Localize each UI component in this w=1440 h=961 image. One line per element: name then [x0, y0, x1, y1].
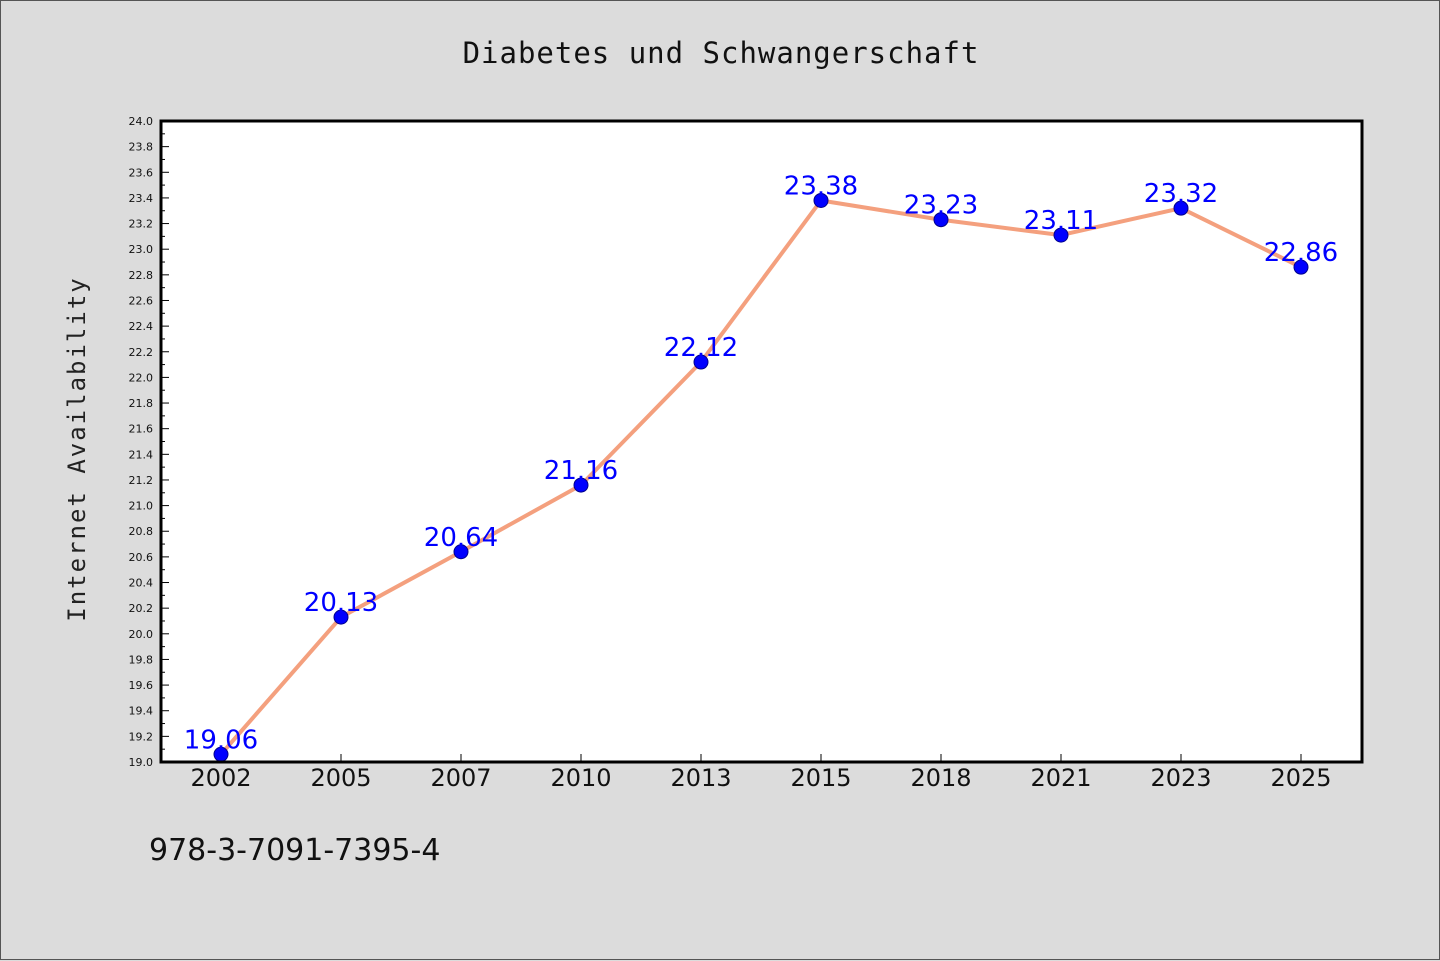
- plot-area: [161, 121, 1362, 762]
- x-tick-label: 2023: [1150, 764, 1211, 792]
- y-tick-label: 23.6: [129, 166, 154, 179]
- y-tick-label: 21.2: [129, 474, 154, 487]
- y-tick-label: 20.2: [129, 602, 154, 615]
- data-label: 23.23: [904, 191, 978, 221]
- y-tick-label: 20.8: [129, 525, 154, 538]
- data-label: 19.06: [184, 725, 258, 755]
- data-label: 22.12: [664, 333, 738, 363]
- series-line-group: [219, 198, 1303, 757]
- data-point-marker: [333, 609, 349, 625]
- y-tick-label: 19.2: [129, 730, 154, 743]
- x-tick-label: 2018: [910, 764, 971, 792]
- data-label: 20.64: [424, 523, 498, 553]
- y-tick-label: 20.4: [129, 577, 154, 590]
- y-axis: 19.0 19.2 19.4 19.6 19.8 20.0 20.2 20.4 20.6 20.8…: [129, 115, 169, 769]
- data-label: 23.38: [784, 171, 858, 201]
- y-tick-label: 22.2: [129, 346, 154, 359]
- x-tick-label: 2013: [670, 764, 731, 792]
- data-label: 21.16: [544, 456, 618, 486]
- y-tick-label: 19.8: [129, 653, 154, 666]
- x-axis: 2002 2005 2007 2010 2013 2015 2018 2021 2023 2025: [190, 754, 1332, 792]
- x-tick-label: 2010: [550, 764, 611, 792]
- y-tick-label: 22.0: [129, 371, 154, 384]
- y-tick-label: 22.6: [129, 294, 154, 307]
- data-point-marker: [693, 354, 709, 370]
- y-tick-label: 24.0: [129, 115, 154, 128]
- data-point-marker: [1173, 200, 1189, 216]
- data-point-marker: [813, 192, 829, 208]
- y-tick-label: 22.4: [129, 320, 154, 333]
- data-label: 22.86: [1264, 238, 1338, 268]
- y-tick-label: 21.6: [129, 423, 154, 436]
- y-tick-label: 22.8: [129, 269, 154, 282]
- y-tick-label: 19.6: [129, 679, 154, 692]
- data-point-marker: [933, 212, 949, 228]
- x-tick-label: 2007: [430, 764, 491, 792]
- y-tick-label: 23.2: [129, 218, 154, 231]
- data-label: 23.32: [1144, 179, 1218, 209]
- chart-title: Diabetes und Schwangerschaft: [463, 36, 980, 70]
- data-label: 20.13: [304, 588, 378, 618]
- y-tick-label: 23.0: [129, 243, 154, 256]
- plot-frame: [159, 119, 1364, 764]
- isbn-text: 978-3-7091-7395-4: [149, 833, 441, 868]
- y-tick-label: 23.4: [129, 192, 154, 205]
- data-label: 23.11: [1024, 206, 1098, 236]
- y-tick-label: 20.6: [129, 551, 154, 564]
- y-tick-label: 20.0: [129, 628, 154, 641]
- data-point-marker: [1293, 259, 1309, 275]
- data-point-marker: [453, 544, 469, 560]
- y-axis-label: Internet Availability: [63, 276, 91, 621]
- x-tick-label: 2021: [1030, 764, 1091, 792]
- x-tick-label: 2025: [1270, 764, 1331, 792]
- y-tick-label: 21.8: [129, 397, 154, 410]
- data-point-marker: [1053, 227, 1069, 243]
- series-line: [219, 198, 1303, 757]
- x-tick-label: 2005: [310, 764, 371, 792]
- y-tick-label: 21.4: [129, 448, 154, 461]
- markers-group: [213, 192, 1309, 762]
- y-tick-label: 19.4: [129, 705, 154, 718]
- data-point-marker: [573, 477, 589, 493]
- y-tick-label: 19.0: [129, 756, 154, 769]
- y-tick-label: 21.0: [129, 500, 154, 513]
- y-tick-label: 23.8: [129, 141, 154, 154]
- x-tick-label: 2015: [790, 764, 851, 792]
- x-tick-label: 2002: [190, 764, 251, 792]
- data-labels-group: 19.06 20.13 20.64 21.16 22.12 23.38 23.23 23.11…: [184, 171, 1338, 755]
